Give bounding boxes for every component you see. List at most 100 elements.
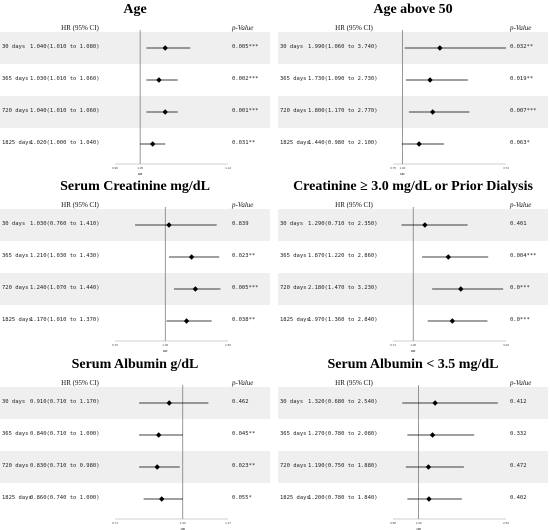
hr-point-marker: [437, 45, 443, 51]
row-label: 720 days: [280, 285, 307, 291]
hr-point-marker: [458, 286, 464, 292]
hr-ci-text: 1.020(1.000 to 1.040): [30, 140, 100, 146]
row-label: 1825 days: [280, 495, 310, 501]
hr-ci-text: 1.190(0.750 to 1.880): [308, 463, 378, 469]
forest-panel: Age HR (95% CI) p-Value 30 days 1.040(1.010 …: [0, 0, 270, 176]
p-value-text: 0.412: [510, 399, 527, 405]
row-background: [0, 451, 270, 483]
p-value-text: 0.472: [510, 463, 527, 469]
row-label: 30 days: [280, 221, 304, 227]
hr-ci-text: 1.240(1.070 to 1.440): [30, 285, 100, 291]
x-tick-label: 1.00: [180, 521, 186, 525]
hr-point-marker: [166, 222, 172, 228]
panel-title: Serum Albumin g/dL: [71, 357, 199, 372]
row-background: [0, 96, 270, 128]
hr-ci-text: 1.320(0.680 to 2.540): [308, 399, 378, 405]
row-label: 30 days: [2, 221, 26, 227]
row-label: 365 days: [280, 253, 307, 259]
hr-ci-text: 1.870(1.220 to 2.860): [308, 253, 378, 259]
row-label: 720 days: [2, 285, 29, 291]
hr-ci-text: 1.730(1.090 to 2.730): [308, 76, 378, 82]
p-value-text: 0.005***: [232, 285, 259, 291]
p-value-text: 0.0***: [510, 285, 530, 291]
x-tick-label: 2.54: [503, 521, 509, 525]
hr-point-marker: [158, 496, 165, 502]
hr-point-marker: [162, 45, 169, 51]
hr-point-marker: [427, 77, 433, 83]
hr-point-marker: [432, 400, 438, 406]
hr-column-header: HR (95% CI): [61, 24, 99, 32]
hr-ci-text: 1.030(1.010 to 1.060): [30, 76, 100, 82]
hr-ci-text: 1.290(0.710 to 2.350): [308, 221, 378, 227]
p-value-text: 0.005***: [232, 44, 259, 50]
forest-plot-area: 0.71 1.00 1.17 HR: [112, 385, 231, 530]
hr-ci-text: 1.970(1.360 to 2.840): [308, 317, 378, 323]
hr-ci-text: 0.910(0.710 to 1.170): [30, 399, 100, 405]
forest-panel: Age above 50 HR (95% CI) p-Value 30 days 1.9…: [278, 0, 548, 176]
hr-point-marker: [162, 109, 169, 115]
hr-point-marker: [155, 432, 162, 438]
hr-point-marker: [425, 464, 432, 470]
forest-panel: Creatinine ≥ 3.0 mg/dL or Prior Dialysis…: [278, 177, 548, 353]
x-tick-label: 1.14: [225, 166, 231, 170]
hr-ci-text: 0.830(0.710 to 0.980): [30, 463, 100, 469]
panel-title: Serum Creatinine mg/dL: [60, 179, 210, 194]
x-axis-label: HR: [138, 172, 143, 176]
x-tick-label: 0.75: [390, 166, 396, 170]
x-tick-label: 0.76: [112, 343, 118, 347]
forest-panel: Serum Albumin g/dL HR (95% CI) p-Value 30 d…: [0, 355, 270, 530]
hr-point-marker: [426, 496, 432, 502]
hr-point-marker: [422, 222, 428, 228]
hr-point-marker: [449, 318, 456, 324]
hr-ci-text: 1.030(0.760 to 1.410): [30, 221, 100, 227]
hr-ci-text: 1.200(0.780 to 1.840): [308, 495, 378, 501]
hr-point-marker: [192, 286, 199, 292]
row-background: [0, 387, 270, 419]
row-label: 1825 days: [2, 495, 32, 501]
x-tick-label: 0.96: [112, 166, 118, 170]
hr-ci-text: 1.040(1.010 to 1.060): [30, 108, 100, 114]
hr-point-marker: [149, 141, 156, 147]
row-label: 365 days: [2, 431, 29, 437]
panel-title: Creatinine ≥ 3.0 mg/dL or Prior Dialysis: [293, 179, 533, 194]
p-value-text: 0.031**: [232, 140, 256, 146]
x-tick-label: 3.74: [503, 166, 509, 170]
row-label: 365 days: [280, 431, 307, 437]
row-label: 1825 days: [280, 317, 310, 323]
hr-column-header: HR (95% CI): [61, 201, 99, 209]
p-value-text: 0.038**: [232, 317, 256, 323]
hr-column-header: HR (95% CI): [61, 379, 99, 387]
p-value-text: 0.004***: [510, 253, 537, 259]
forest-plot-area: 0.76 1.00 1.50 HR: [112, 207, 231, 353]
row-background: [0, 209, 270, 241]
forest-plot-area: 0.96 1.05 1.14 HR: [112, 30, 231, 176]
p-value-column-header: p-Value: [510, 201, 532, 209]
p-value-column-header: p-Value: [232, 24, 254, 32]
p-value-text: 0.032**: [510, 44, 534, 50]
x-tick-label: 1.00: [410, 343, 416, 347]
hr-ci-text: 2.180(1.470 to 3.230): [308, 285, 378, 291]
forest-plot-area: 0.68 1.00 2.54 HR: [390, 385, 509, 530]
p-value-text: 0.055*: [232, 495, 252, 501]
p-value-text: 0.402: [510, 495, 527, 501]
row-label: 1825 days: [2, 140, 32, 146]
x-axis-label: HR: [163, 349, 168, 353]
p-value-column-header: p-Value: [232, 201, 254, 209]
row-label: 1825 days: [280, 140, 310, 146]
p-value-column-header: p-Value: [232, 379, 254, 387]
p-value-text: 0.002***: [232, 76, 259, 82]
x-axis-label: HR: [400, 172, 405, 176]
row-background: [0, 273, 270, 305]
x-tick-label: 0.68: [390, 521, 396, 525]
p-value-text: 0.045**: [232, 431, 256, 437]
hr-ci-text: 0.860(0.740 to 1.000): [30, 495, 100, 501]
forest-panel: Serum Albumin < 3.5 mg/dL HR (95% CI) p-Va…: [278, 355, 548, 530]
x-tick-label: 1.00: [162, 343, 168, 347]
row-label: 30 days: [2, 399, 26, 405]
p-value-text: 0.462: [232, 399, 249, 405]
row-label: 30 days: [280, 399, 304, 405]
x-tick-label: 0.71: [390, 343, 396, 347]
forest-plot-area: 0.75 1.00 3.74 HR: [390, 30, 509, 176]
x-tick-label: 1.05: [137, 166, 143, 170]
forest-panel: Serum Creatinine mg/dL HR (95% CI) p-Value…: [0, 177, 270, 353]
